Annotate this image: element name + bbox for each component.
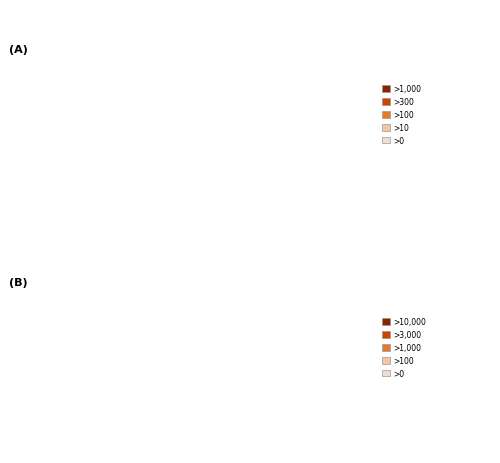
Legend: >10,000, >3,000, >1,000, >100, >0: >10,000, >3,000, >1,000, >100, >0 [382,318,426,378]
Text: (B): (B) [8,277,28,287]
Text: (A): (A) [8,45,28,55]
Legend: >1,000, >300, >100, >10, >0: >1,000, >300, >100, >10, >0 [382,85,422,145]
